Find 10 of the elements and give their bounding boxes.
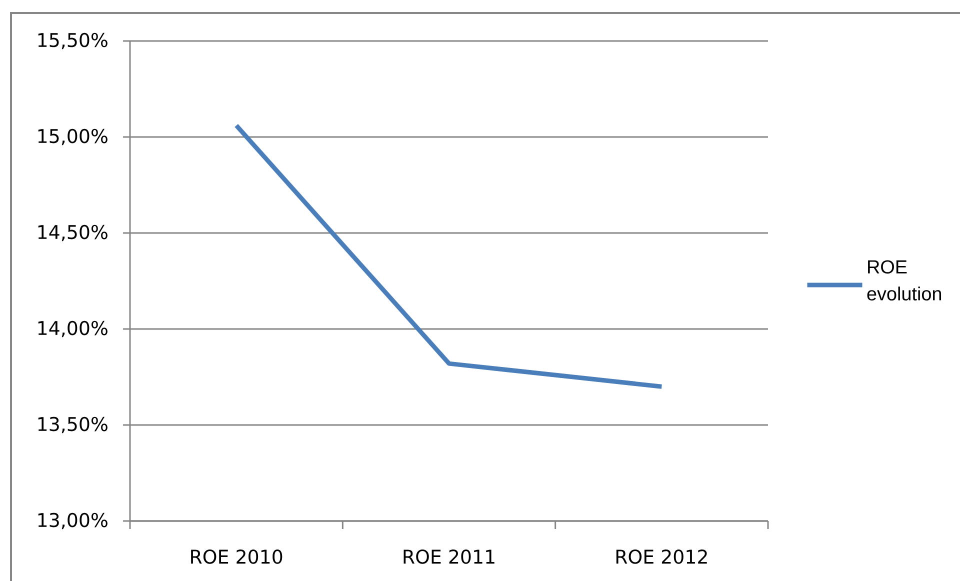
y-tick-label: 13,00%	[38, 512, 108, 530]
y-tick-label: 15,50%	[38, 32, 108, 50]
y-tick-label: 15,00%	[38, 128, 108, 146]
y-tick-label: 13,50%	[38, 416, 108, 434]
x-tick-label: ROE 2011	[404, 550, 494, 564]
y-tick-label: 14,50%	[38, 224, 108, 242]
x-tick-label: ROE 2012	[616, 550, 707, 564]
y-tick-label: 14,00%	[38, 320, 108, 338]
x-tick-label: ROE 2010	[191, 550, 282, 564]
legend-label: ROE evolution	[867, 260, 942, 300]
